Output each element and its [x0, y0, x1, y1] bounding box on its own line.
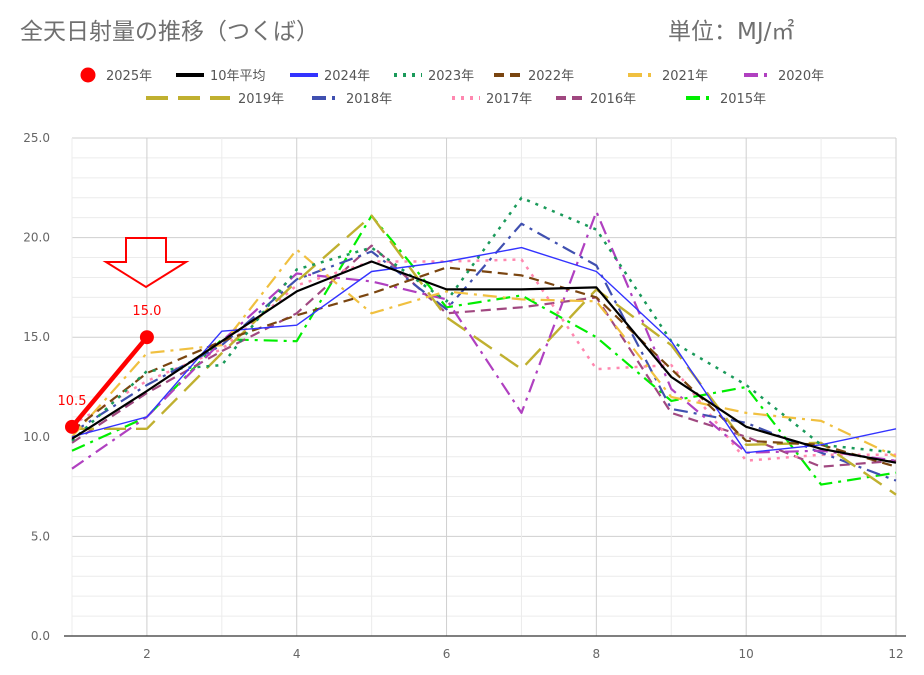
x-tick-label: 12	[888, 647, 903, 661]
series-line	[71, 244, 897, 468]
series-line	[71, 210, 897, 470]
legend-label: 2016年	[590, 92, 636, 107]
series-line	[71, 260, 897, 464]
y-tick-label: 25.0	[23, 131, 50, 145]
legend-label: 2020年	[778, 69, 824, 84]
data-label: 15.0	[132, 304, 161, 319]
legend-marker	[80, 67, 96, 83]
legend-label: 2024年	[324, 69, 370, 84]
chart-grid	[71, 137, 897, 637]
series-line	[71, 246, 897, 454]
x-tick-label: 2	[143, 647, 151, 661]
chart-series	[65, 196, 897, 496]
legend-label: 10年平均	[210, 69, 266, 84]
data-label: 10.5	[58, 394, 87, 409]
data-point	[139, 330, 154, 345]
legend-label: 2023年	[428, 69, 474, 84]
y-tick-label: 20.0	[23, 231, 50, 245]
x-tick-label: 8	[593, 647, 601, 661]
chart-axes: 0.0 5.0 10.0 15.0 20.0 25.0 2 4 6 8 10 12	[23, 131, 906, 661]
y-tick-label: 5.0	[31, 529, 50, 543]
legend: 2025年 10年平均 2024年 2023年 2022年 2021年 2020年 2019年…	[80, 67, 824, 107]
y-tick-label: 10.0	[23, 430, 50, 444]
x-tick-label: 10	[739, 647, 754, 661]
y-tick-label: 0.0	[31, 629, 50, 643]
chart-annotations: 10.5 15.0	[58, 304, 162, 409]
unit-label: 単位：MJ/㎡	[668, 19, 795, 45]
series-line	[71, 222, 897, 482]
legend-label: 2021年	[662, 69, 708, 84]
chart-title: 全天日射量の推移（つくば）	[20, 19, 319, 45]
x-tick-label: 4	[293, 647, 301, 661]
down-arrow-icon	[102, 237, 190, 289]
series-line	[71, 196, 897, 454]
legend-label: 2019年	[238, 92, 284, 107]
legend-label: 2022年	[528, 69, 574, 84]
legend-label: 2017年	[486, 92, 532, 107]
series-line	[70, 335, 149, 429]
data-point	[65, 419, 79, 434]
legend-label: 2018年	[346, 92, 392, 107]
y-tick-label: 15.0	[23, 330, 50, 344]
series-line	[71, 214, 897, 486]
legend-label: 2025年	[106, 69, 152, 84]
legend-label: 2015年	[720, 92, 766, 107]
x-tick-label: 6	[443, 647, 451, 661]
